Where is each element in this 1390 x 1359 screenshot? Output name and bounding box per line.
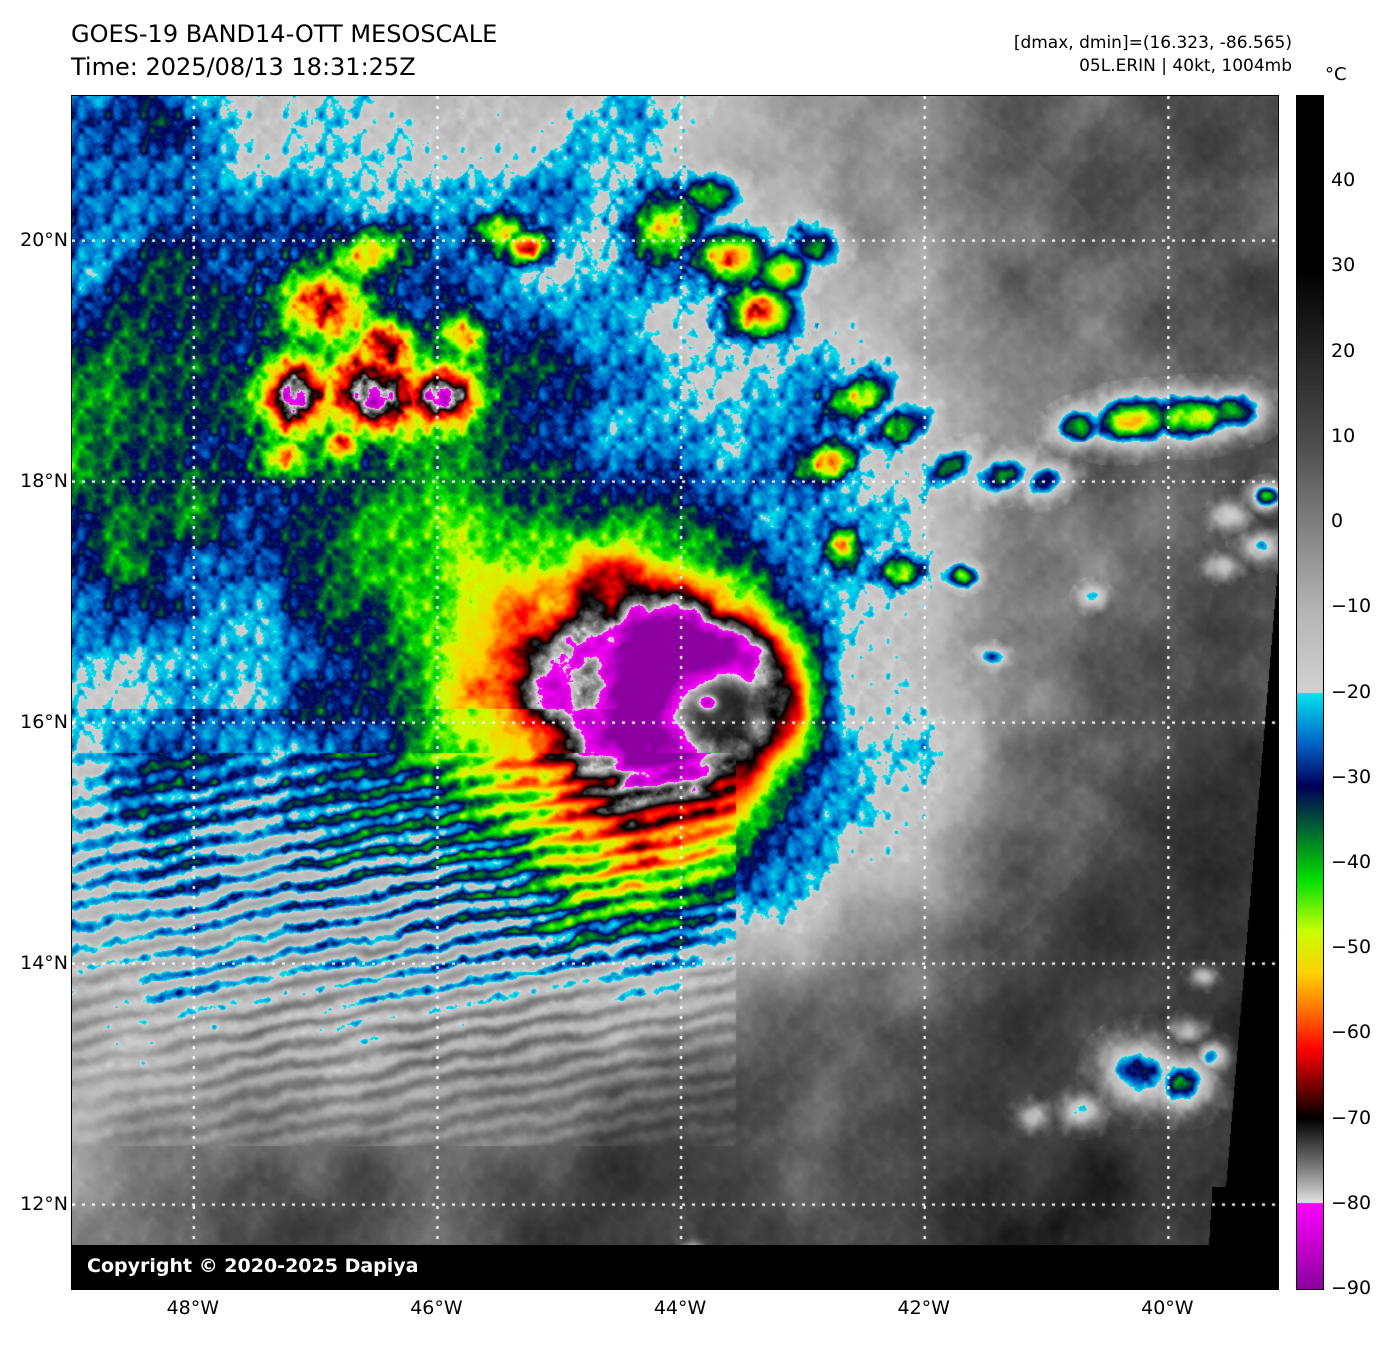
colorbar-tick-label-2: 20 xyxy=(1331,339,1356,362)
colorbar-tick-label-9: −50 xyxy=(1331,936,1372,959)
lat-tick-label-18degN: 18°N xyxy=(20,469,68,492)
lon-tick-label-44degW: 44°W xyxy=(653,1297,707,1319)
lon-tick-label-40degW: 40°W xyxy=(1141,1297,1194,1319)
colorbar-tick-label-4: 0 xyxy=(1331,510,1344,533)
copyright-text: Copyright © 2020-2025 Dapiya xyxy=(87,1255,419,1277)
copyright-band: Copyright © 2020-2025 Dapiya xyxy=(72,1245,1278,1289)
header-meta-block: [dmax, dmin]=(16.323, -86.565) 05L.ERIN … xyxy=(1014,32,1292,78)
lat-tick-label-14degN: 14°N xyxy=(20,951,68,974)
colorbar-tick-label-3: 10 xyxy=(1331,424,1356,447)
colorbar-gradient-canvas xyxy=(1297,96,1323,1289)
colorbar-unit-label: °C xyxy=(1325,64,1347,85)
temperature-colorbar[interactable] xyxy=(1296,95,1324,1290)
colorbar-tick-label-1: 30 xyxy=(1331,254,1356,277)
lat-tick-label-16degN: 16°N xyxy=(20,710,68,733)
colorbar-tick-label-7: −30 xyxy=(1331,765,1372,788)
dmax-dmin-readout: [dmax, dmin]=(16.323, -86.565) xyxy=(1013,33,1292,53)
lon-tick-label-42degW: 42°W xyxy=(897,1297,950,1319)
colorbar-tick-label-13: −90 xyxy=(1331,1277,1372,1299)
satellite-image-plot[interactable]: Copyright © 2020-2025 Dapiya xyxy=(71,95,1279,1290)
latlon-gridlines-canvas xyxy=(72,96,1278,1289)
observation-time: Time: 2025/08/13 18:31:25Z xyxy=(71,53,416,81)
colorbar-tick-label-6: −20 xyxy=(1331,680,1372,703)
colorbar-tick-label-0: 40 xyxy=(1331,169,1356,192)
satellite-title: GOES-19 BAND14-OTT MESOSCALE xyxy=(71,20,498,48)
colorbar-tick-label-5: −10 xyxy=(1331,595,1372,618)
colorbar-tick-label-10: −60 xyxy=(1331,1021,1372,1044)
storm-info-readout: 05L.ERIN | 40kt, 1004mb xyxy=(1079,56,1292,76)
lon-tick-label-46degW: 46°W xyxy=(410,1297,463,1319)
colorbar-tick-label-11: −70 xyxy=(1331,1106,1372,1129)
lon-tick-label-48degW: 48°W xyxy=(166,1297,220,1319)
lat-tick-label-20degN: 20°N xyxy=(20,228,68,251)
header-title-block: GOES-19 BAND14-OTT MESOSCALE Time: 2025/… xyxy=(71,18,497,84)
colorbar-tick-label-12: −80 xyxy=(1331,1191,1372,1214)
colorbar-tick-label-8: −40 xyxy=(1331,850,1372,873)
lat-tick-label-12degN: 12°N xyxy=(20,1192,68,1215)
